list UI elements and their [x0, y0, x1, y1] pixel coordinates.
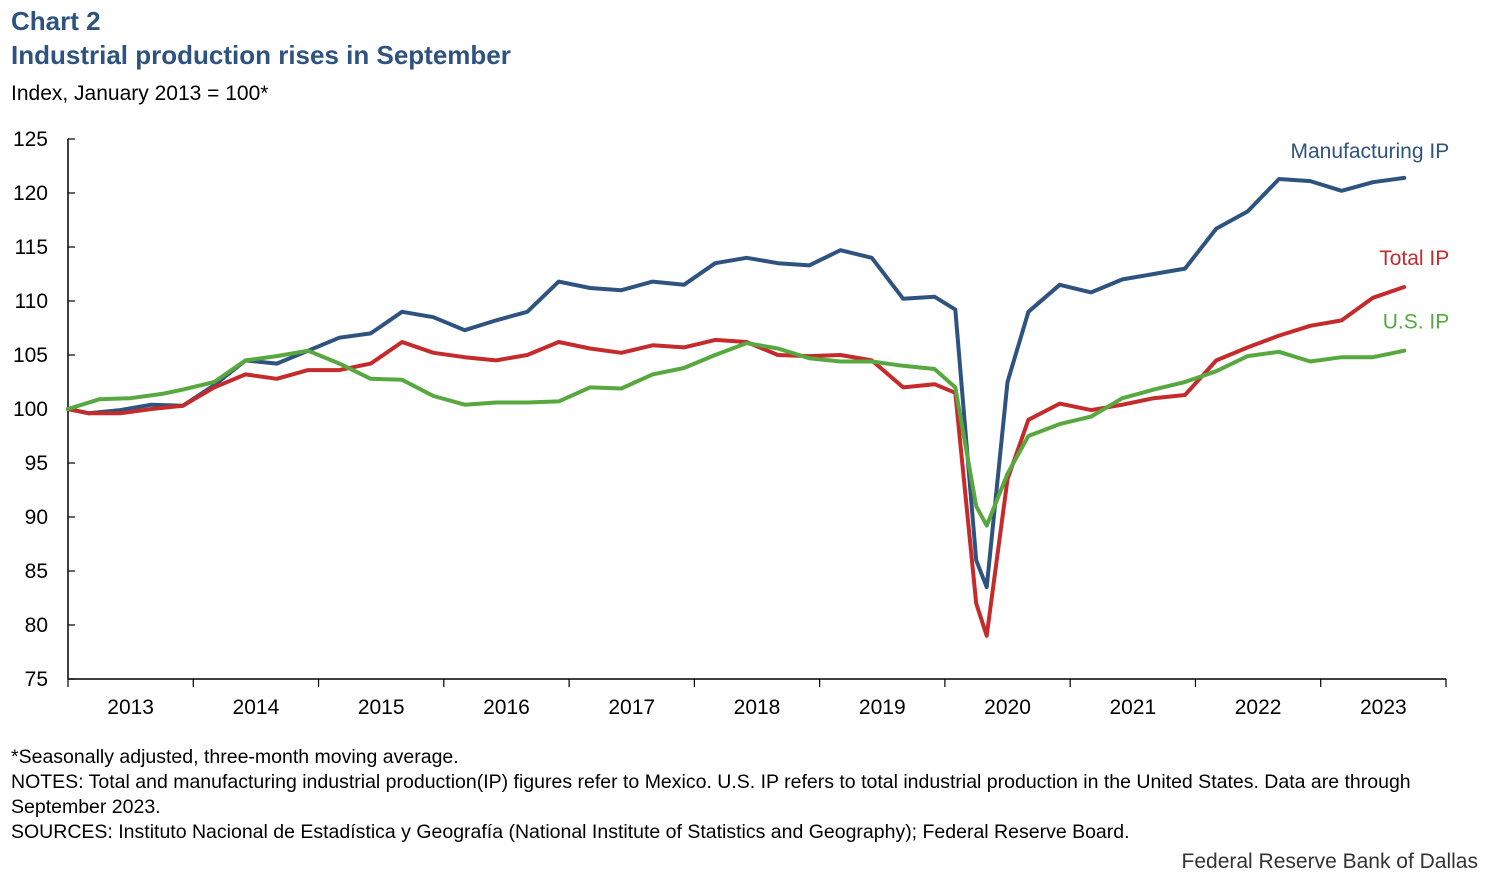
y-tick-label: 75 — [25, 668, 48, 691]
y-tick-label: 95 — [25, 452, 48, 475]
y-tick-label: 115 — [15, 236, 48, 259]
y-tick-label: 120 — [13, 182, 48, 205]
y-tick-label: 90 — [25, 506, 48, 529]
x-tick-label: 2015 — [358, 696, 405, 719]
series-line-u-s-ip — [66, 341, 1407, 528]
x-tick-label: 2019 — [859, 696, 906, 719]
y-tick-label: 100 — [13, 398, 48, 421]
x-tick-label: 2020 — [984, 696, 1031, 719]
series-line-manufacturing-ip — [66, 175, 1407, 590]
series-line-total-ip — [66, 285, 1407, 638]
y-tick-label: 105 — [13, 344, 48, 367]
x-tick-label: 2014 — [233, 696, 280, 719]
y-tick-label: 80 — [25, 614, 48, 637]
source-credit: Federal Reserve Bank of Dallas — [1181, 850, 1478, 873]
footnote-adjusted: *Seasonally adjusted, three-month moving… — [11, 746, 459, 768]
x-tick-label: 2017 — [608, 696, 655, 719]
series-label-total-ip: Total IP — [1379, 247, 1449, 270]
x-tick-label: 2021 — [1109, 696, 1156, 719]
y-tick-label: 110 — [15, 290, 48, 313]
x-tick-label: 2013 — [107, 696, 154, 719]
line-chart: 75 80 85 90 95 100 105 110 115 120 125 2013 2014 2015… — [13, 128, 1450, 719]
y-tick-label: 125 — [13, 128, 48, 151]
footnote-sources: SOURCES: Instituto Nacional de Estadísti… — [11, 821, 1130, 843]
footnotes: *Seasonally adjusted, three-month moving… — [11, 745, 1483, 845]
x-tick-label: 2022 — [1235, 696, 1282, 719]
chart-title: Industrial production rises in September — [11, 40, 511, 70]
footnote-notes: NOTES: Total and manufacturing industria… — [11, 771, 1411, 818]
x-tick-label: 2023 — [1360, 696, 1407, 719]
y-axis-unit-label: Index, January 2013 = 100* — [11, 82, 269, 105]
series-label-u-s-ip: U.S. IP — [1383, 311, 1450, 334]
x-tick-label: 2018 — [734, 696, 781, 719]
y-tick-label: 85 — [25, 560, 48, 583]
x-tick-label: 2016 — [483, 696, 530, 719]
chart-label: Chart 2 — [11, 6, 101, 36]
series-label-manufacturing-ip: Manufacturing IP — [1290, 140, 1449, 163]
